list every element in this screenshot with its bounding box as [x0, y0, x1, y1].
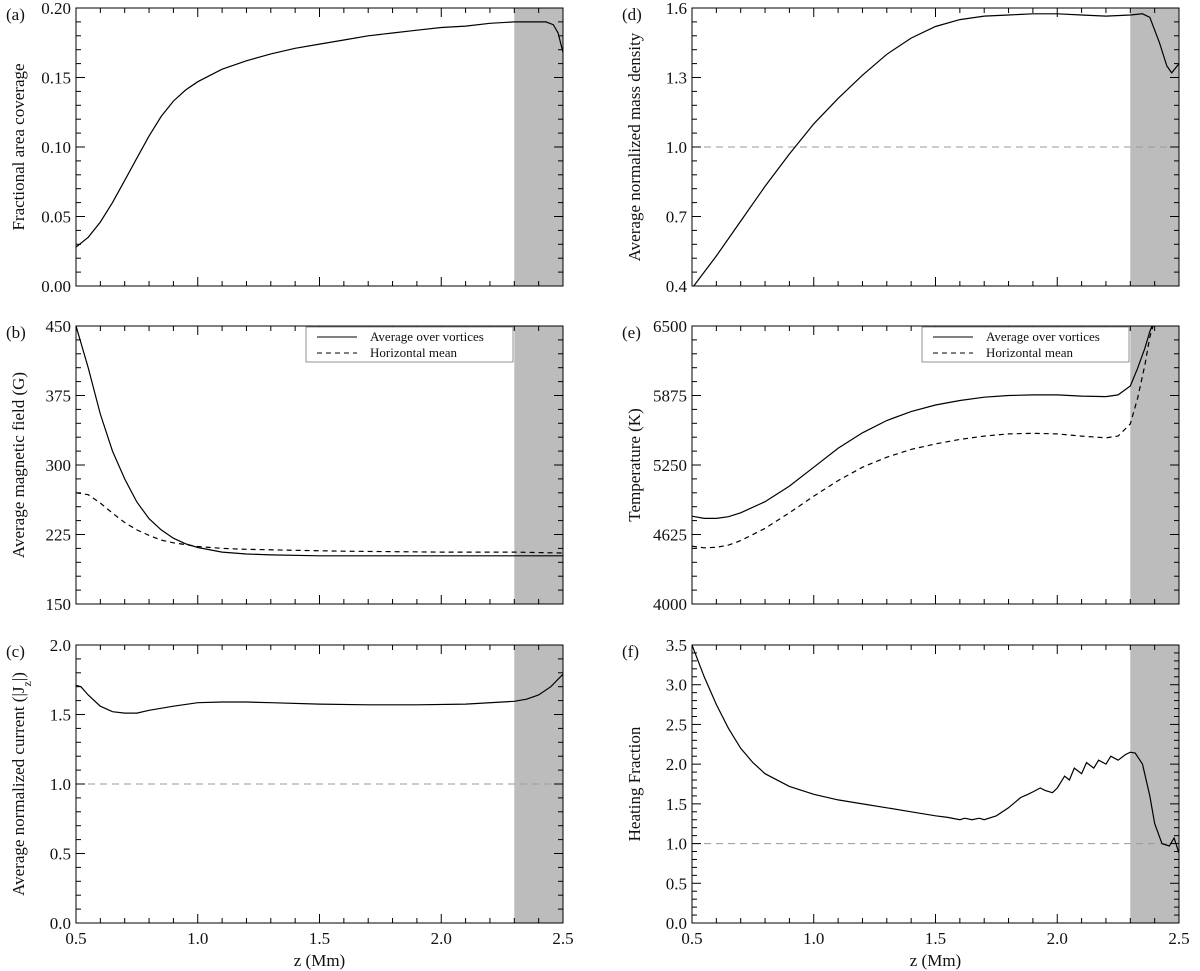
y-tick-label: 1.6 [666, 0, 687, 18]
series-vortex-average-line [76, 673, 563, 714]
y-tick-label: 0.10 [41, 138, 71, 157]
y-tick-label: 150 [46, 595, 72, 614]
y-tick-label: 0.00 [41, 277, 71, 296]
series-vortex-average-line [76, 21, 563, 248]
y-tick-label: 3.5 [666, 636, 687, 655]
shaded-region [1130, 645, 1179, 923]
y-tick-label: 1.0 [666, 138, 687, 157]
y-tick-label: 2.0 [50, 636, 71, 655]
series-vortex-average-line [76, 326, 563, 557]
legend-box [305, 326, 514, 363]
series-horizontal-mean-line [692, 326, 1154, 549]
panel-label: (f) [622, 642, 639, 661]
y-tick-label: 0.0 [666, 914, 687, 933]
y-axis-label: Average normalized current (|Jz|) [9, 672, 34, 896]
y-tick-label: 375 [46, 387, 72, 406]
panel-b: 150 225 300 375 450 (b) Average magnetic field… [6, 317, 564, 614]
x-tick-label: 0.5 [65, 929, 86, 948]
x-tick-label: 2.0 [1047, 929, 1068, 948]
panel-f: 0.00.51.01.52.02.53.03.50.5 1.0 1.5 2.0 2.5z… [622, 636, 1190, 970]
series-vortex-average-line [692, 326, 1153, 520]
y-tick-label: 4625 [653, 526, 687, 545]
panel-label: (a) [6, 5, 25, 24]
y-tick-label: 6500 [653, 317, 687, 336]
legend-solid-label: Average over vortices [986, 329, 1100, 344]
x-tick-label: 2.5 [552, 929, 573, 948]
x-axis-label: z (Mm) [294, 951, 345, 970]
x-axis-label: z (Mm) [910, 951, 961, 970]
legend-solid-label: Average over vortices [370, 329, 484, 344]
series-vortex-average-line [692, 13, 1179, 286]
y-axis-label: Heating Fraction [625, 726, 644, 841]
y-axis-label: Average normalized mass density [625, 32, 644, 261]
panel-d: 0.4 0.7 1.0 1.3 1.6 (d) Average normalized mas… [622, 0, 1180, 296]
x-tick-label: 1.5 [309, 929, 330, 948]
legend-box [921, 326, 1130, 363]
y-tick-label: 1.5 [666, 795, 687, 814]
x-tick-label: 2.5 [1168, 929, 1189, 948]
y-tick-label: 0.05 [41, 208, 71, 227]
y-axis-label: Average magnetic field (G) [9, 372, 28, 558]
y-tick-label: 0.15 [41, 69, 71, 88]
x-tick-label: 2.0 [431, 929, 452, 948]
y-tick-label: 2.5 [666, 715, 687, 734]
y-tick-label: 0.7 [666, 208, 688, 227]
y-tick-label: 3.0 [666, 676, 687, 695]
panel-label: (c) [6, 642, 25, 661]
legend-dashed-label: Horizontal mean [370, 345, 457, 360]
y-tick-label: 0.5 [666, 874, 687, 893]
legend-dashed-label: Horizontal mean [986, 345, 1073, 360]
panel-label: (d) [622, 5, 642, 24]
x-tick-label: 0.5 [681, 929, 702, 948]
plot-frame [75, 7, 564, 287]
y-axis-label: Fractional area coverage [9, 63, 28, 230]
x-tick-label: 1.0 [803, 929, 824, 948]
x-tick-label: 1.0 [187, 929, 208, 948]
y-axis-label: Temperature (K) [625, 408, 644, 522]
plot-frame [691, 644, 1180, 924]
y-tick-label: 450 [46, 317, 72, 336]
y-tick-label: 1.0 [50, 775, 71, 794]
plot-frame [75, 325, 564, 605]
y-tick-label: 1.0 [666, 835, 687, 854]
panel-label: (e) [622, 323, 641, 342]
y-tick-label: 0.5 [50, 845, 71, 864]
series-vortex-average-line [692, 645, 1179, 854]
y-tick-label: 4000 [653, 595, 687, 614]
y-tick-label: 0.0 [50, 914, 71, 933]
y-tick-label: 0.20 [41, 0, 71, 18]
y-tick-label: 0.4 [666, 277, 688, 296]
y-tick-label: 2.0 [666, 755, 687, 774]
panel-c: 0.00.51.01.52.00.5 1.0 1.5 2.0 2.5z (Mm)(c)A… [6, 636, 574, 970]
series-horizontal-mean-line [76, 492, 563, 554]
y-tick-label: 5875 [653, 387, 687, 406]
panel-label: (b) [6, 323, 26, 342]
x-tick-label: 1.5 [925, 929, 946, 948]
y-tick-label: 1.3 [666, 69, 687, 88]
y-tick-label: 300 [46, 456, 72, 475]
panel-a: 0.00 0.05 0.10 0.15 0.20 (a) Fractional area c… [6, 0, 564, 296]
y-tick-label: 1.5 [50, 706, 71, 725]
y-tick-label: 225 [46, 526, 72, 545]
y-tick-label: 5250 [653, 456, 687, 475]
panel-e: 4000 4625 5250 5875 6500 (e) Temperature (K) Av… [622, 317, 1180, 614]
plot-frame [691, 325, 1180, 605]
